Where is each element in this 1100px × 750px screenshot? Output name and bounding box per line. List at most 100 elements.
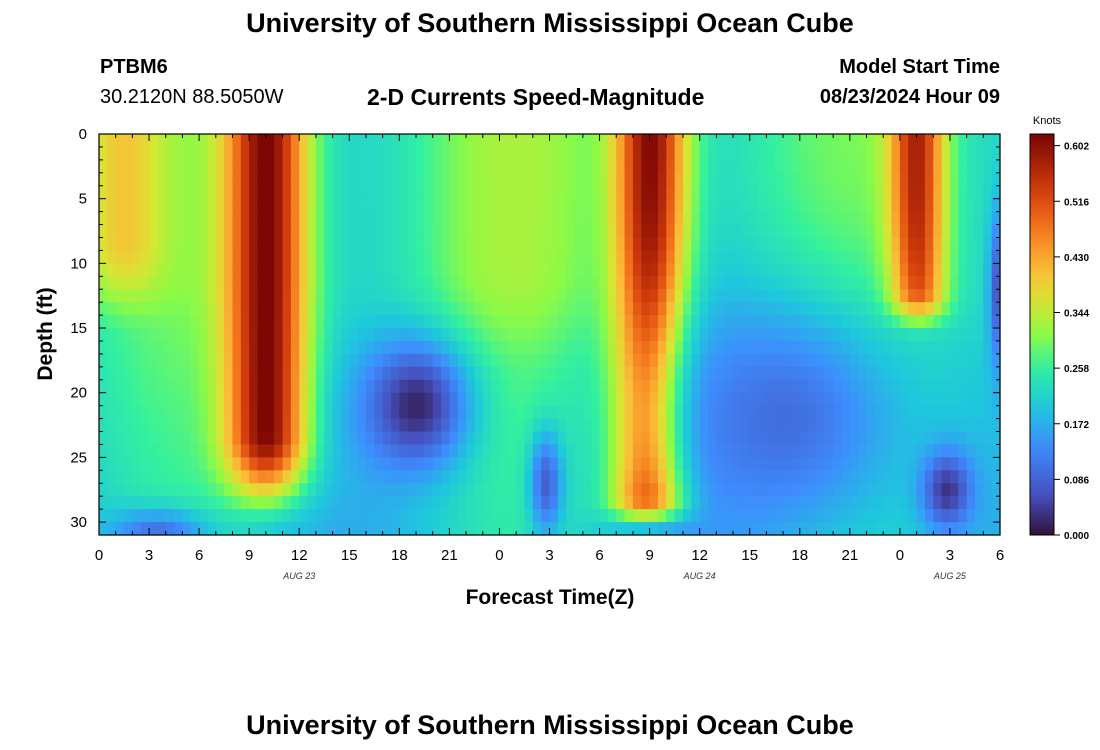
heatmap-cell xyxy=(324,405,334,420)
heatmap-cell xyxy=(591,366,601,381)
heatmap-cell xyxy=(249,134,259,148)
heatmap-cell xyxy=(140,237,150,252)
heatmap-cell xyxy=(265,224,275,239)
heatmap-cell xyxy=(190,522,200,536)
heatmap-cell xyxy=(474,315,484,329)
heatmap-cell xyxy=(682,134,692,148)
x-axis-label: Forecast Time(Z) xyxy=(466,586,635,609)
heatmap-cell xyxy=(416,379,425,394)
heatmap-cell xyxy=(165,159,175,174)
heatmap-cell xyxy=(407,146,417,161)
heatmap-cell xyxy=(107,250,117,264)
heatmap-cell xyxy=(107,159,117,174)
heatmap-cell xyxy=(657,509,667,523)
heatmap-cell xyxy=(766,483,776,497)
heatmap-cell xyxy=(716,379,726,394)
heatmap-cell xyxy=(582,340,592,355)
heatmap-cell xyxy=(382,146,392,161)
heatmap-cell xyxy=(215,483,225,497)
heatmap-cell xyxy=(407,457,417,471)
heatmap-cell xyxy=(307,483,317,497)
heatmap-cell xyxy=(449,328,459,342)
heatmap-cell xyxy=(924,418,934,433)
heatmap-cell xyxy=(682,457,692,471)
heatmap-cell xyxy=(441,134,450,148)
heatmap-cell xyxy=(424,470,434,484)
heatmap-cell xyxy=(724,211,734,226)
heatmap-cell xyxy=(883,211,893,226)
heatmap-cell xyxy=(215,522,225,536)
heatmap-cell xyxy=(699,237,709,252)
heatmap-cell xyxy=(733,302,742,316)
heatmap-cell xyxy=(349,522,359,536)
heatmap-cell xyxy=(524,470,534,484)
heatmap-cell xyxy=(891,146,901,161)
heatmap-cell xyxy=(541,276,551,290)
heatmap-cell xyxy=(749,366,759,381)
heatmap-cell xyxy=(324,431,334,446)
heatmap-cell xyxy=(249,198,259,213)
heatmap-cell xyxy=(140,185,150,200)
heatmap-cell xyxy=(983,172,993,187)
heatmap-cell xyxy=(908,496,918,510)
heatmap-cell xyxy=(257,263,267,277)
heatmap-cell xyxy=(157,509,167,523)
heatmap-cell xyxy=(699,211,709,226)
heatmap-cell xyxy=(240,198,250,213)
heatmap-cell xyxy=(149,496,158,510)
heatmap-cell xyxy=(424,185,434,200)
heatmap-cell xyxy=(991,483,1001,497)
heatmap-cell xyxy=(991,457,1001,471)
heatmap-cell xyxy=(224,146,234,161)
heatmap-cell xyxy=(274,340,284,355)
heatmap-cell xyxy=(599,405,609,420)
heatmap-cell xyxy=(357,379,367,394)
heatmap-cell xyxy=(758,522,767,536)
heatmap-cell xyxy=(307,198,317,213)
heatmap-cell xyxy=(941,444,951,458)
heatmap-cell xyxy=(224,431,234,446)
heatmap-cell xyxy=(816,418,826,433)
heatmap-cell xyxy=(566,418,576,433)
heatmap-cell xyxy=(165,392,175,407)
heatmap-cell xyxy=(290,211,300,226)
heatmap-cell xyxy=(115,276,125,290)
heatmap-cell xyxy=(249,509,259,523)
heatmap-cell xyxy=(632,379,642,394)
heatmap-cell xyxy=(432,211,442,226)
heatmap-cell xyxy=(791,289,801,303)
heatmap-cell xyxy=(841,289,851,303)
heatmap-cell xyxy=(199,431,209,446)
heatmap-cell xyxy=(232,405,242,420)
heatmap-cell xyxy=(524,224,534,239)
heatmap-cell xyxy=(657,496,667,510)
heatmap-cell xyxy=(708,185,717,200)
heatmap-cell xyxy=(582,250,592,264)
heatmap-cell xyxy=(532,159,542,174)
heatmap-cell xyxy=(657,172,667,187)
heatmap-cell xyxy=(933,302,943,316)
heatmap-cell xyxy=(382,172,392,187)
heatmap-cell xyxy=(708,276,717,290)
heatmap-cell xyxy=(699,483,709,497)
heatmap-cell xyxy=(741,250,751,264)
heatmap-cell xyxy=(716,418,726,433)
heatmap-cell xyxy=(532,366,542,381)
heatmap-cell xyxy=(574,211,584,226)
heatmap-cell xyxy=(866,353,876,368)
heatmap-cell xyxy=(841,522,851,536)
heatmap-cell xyxy=(482,496,492,510)
heatmap-cell xyxy=(666,470,676,484)
heatmap-cell xyxy=(274,483,284,497)
heatmap-cell xyxy=(140,496,150,510)
heatmap-cell xyxy=(574,392,584,407)
heatmap-cell xyxy=(858,509,868,523)
heatmap-cell xyxy=(774,276,784,290)
heatmap-cell xyxy=(616,522,626,536)
y-tick-label: 20 xyxy=(70,385,87,402)
heatmap-cell xyxy=(891,134,901,148)
heatmap-cell xyxy=(891,172,901,187)
heatmap-cell xyxy=(632,328,642,342)
heatmap-cell xyxy=(541,366,551,381)
heatmap-cell xyxy=(941,431,951,446)
